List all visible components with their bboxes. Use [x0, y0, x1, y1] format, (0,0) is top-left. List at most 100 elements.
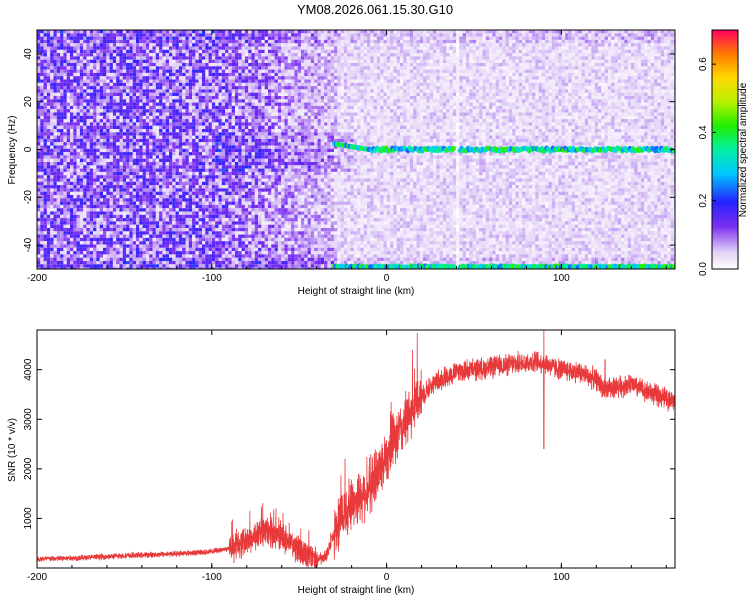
spectrogram-cell — [116, 191, 120, 195]
spectrogram-cell — [142, 185, 146, 189]
spectrogram-cell — [178, 66, 183, 70]
spectrogram-cell — [165, 214, 169, 219]
spectrogram-cell — [37, 218, 41, 222]
spectrogram-cell — [205, 231, 209, 235]
spectrogram-cell — [93, 155, 97, 159]
spectrogram-cell — [73, 39, 77, 44]
spectrogram-cell — [258, 119, 262, 123]
spectrogram-cell — [129, 33, 133, 37]
spectrogram-cell — [103, 63, 107, 67]
spectrogram-cell — [159, 165, 163, 169]
spectrogram-cell — [103, 155, 107, 159]
spectrogram-cell — [192, 231, 196, 235]
spectrogram-cell — [40, 218, 44, 222]
spectrogram-cell — [116, 36, 120, 40]
spectrogram-cell — [202, 89, 206, 93]
spectrogram-cell — [205, 234, 209, 238]
spectrogram-cell — [70, 188, 74, 192]
spectrogram-cell — [244, 224, 249, 228]
spectrogram-cell — [63, 66, 67, 70]
spectrogram-cell — [109, 254, 113, 258]
spectrogram-cell — [248, 59, 252, 63]
spectrogram-cell — [112, 125, 117, 129]
spectrogram-cell — [241, 122, 245, 126]
spectrogram-cell — [103, 211, 107, 215]
spectrogram-cell — [56, 251, 61, 255]
spectrogram-cell — [254, 112, 259, 116]
spectrogram-cell — [188, 46, 193, 50]
spectrogram-cell — [73, 138, 77, 143]
spectrogram-cell — [225, 234, 229, 238]
spectrogram-cell — [122, 204, 127, 209]
spectrogram-cell — [159, 72, 163, 77]
spectrogram-cell — [109, 132, 113, 136]
spectrogram-cell — [129, 198, 133, 202]
spectrogram-cell — [103, 76, 107, 80]
spectrogram-cell — [136, 82, 140, 87]
spectrogram-cell — [63, 247, 67, 252]
spectrogram-cell — [136, 46, 140, 50]
spectrogram-cell — [99, 181, 103, 186]
spectrogram-cell — [178, 53, 183, 57]
spectrogram-cell — [86, 145, 90, 149]
spectrogram-cell — [225, 165, 229, 169]
spectrogram-cell — [192, 129, 196, 133]
spectrogram-cell — [83, 244, 87, 248]
spectrogram-cell — [155, 211, 160, 215]
spectrogram-cell — [149, 178, 153, 182]
spectrogram-cell — [205, 69, 209, 73]
spectrogram-cell — [198, 33, 202, 37]
spectrogram-cell — [142, 234, 146, 238]
spectrogram-cell — [116, 76, 120, 80]
spectrogram-cell — [225, 112, 229, 116]
spectrogram-cell — [264, 237, 268, 242]
spectrogram-cell — [76, 208, 80, 212]
spectrogram-cell — [188, 43, 193, 47]
spectrogram-cell — [126, 33, 130, 37]
spectrogram-cell — [169, 59, 173, 63]
spectrogram-cell — [93, 138, 97, 143]
spectrogram-cell — [218, 33, 222, 37]
spectrogram-cell — [63, 257, 67, 261]
spectrogram-cell — [119, 221, 123, 225]
spectrogram-cell — [202, 43, 206, 47]
spectrogram-cell — [228, 195, 232, 199]
spectrogram-cell — [63, 181, 67, 186]
spectrogram-cell — [56, 264, 61, 268]
spectrogram-cell — [126, 89, 130, 93]
spectrogram-cell — [225, 237, 229, 242]
spectrogram-cell — [145, 92, 150, 96]
spectrogram-cell — [89, 145, 94, 149]
spectrogram-cell — [129, 171, 133, 176]
spectrogram-cell — [258, 198, 262, 202]
spectrogram-cell — [37, 244, 41, 248]
spectrogram-cell — [185, 43, 189, 47]
spectrogram-cell — [96, 152, 100, 156]
spectrogram-cell — [56, 56, 61, 60]
spectrogram-cell — [169, 264, 173, 268]
spectrogram-cell — [251, 155, 255, 159]
spectrogram-cell — [40, 63, 44, 67]
spectrogram-cell — [261, 162, 265, 166]
spectrogram-cell — [112, 191, 117, 195]
spectrogram-cell — [119, 69, 123, 73]
spectrogram-cell — [93, 142, 97, 146]
spectrogram-cell — [116, 122, 120, 126]
spectrogram-cell — [122, 125, 127, 129]
spectrogram-cell — [60, 36, 64, 40]
spectrogram-cell — [261, 148, 265, 153]
spectrogram-cell — [155, 122, 160, 126]
spectrogram-cell — [258, 112, 262, 116]
spectrogram-cell — [96, 30, 100, 34]
spectrogram-cell — [175, 46, 179, 50]
spectrogram-cell — [139, 241, 143, 245]
spectrogram-cell — [43, 195, 47, 199]
spectrogram-cell — [155, 142, 160, 146]
spectrogram-cell — [70, 36, 74, 40]
spectrogram-cell — [66, 185, 70, 189]
spectrogram-cell — [46, 72, 51, 77]
spectrogram-cell — [244, 72, 249, 77]
spectrogram-cell — [136, 241, 140, 245]
spectrogram-cell — [149, 237, 153, 242]
spectrogram-cell — [119, 171, 123, 176]
